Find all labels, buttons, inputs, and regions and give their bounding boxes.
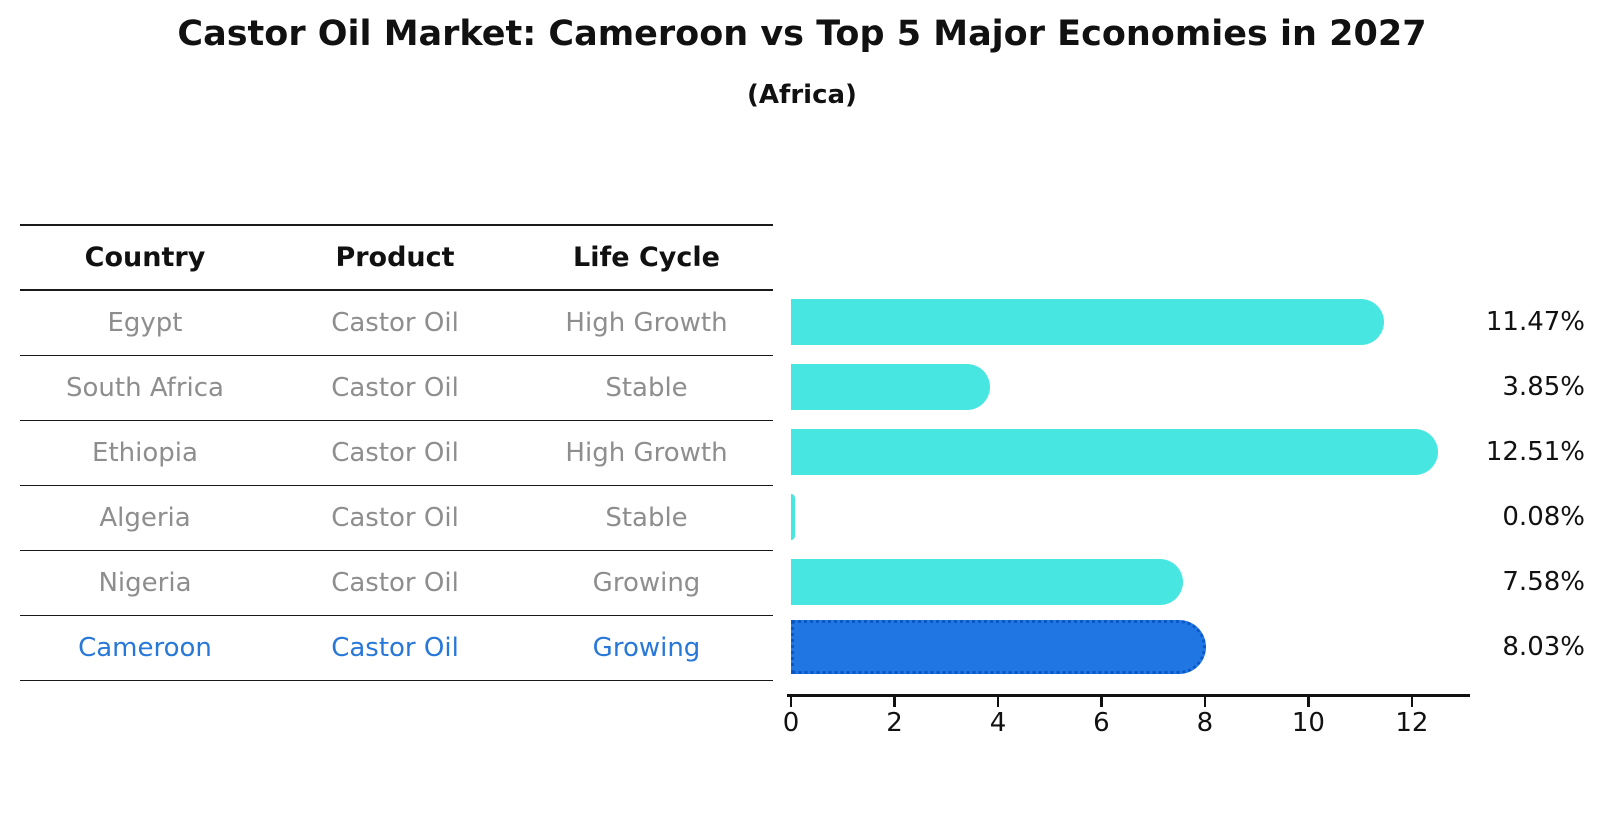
country-cell: Algeria (99, 503, 191, 533)
life-cycle-cell: Stable (605, 503, 688, 533)
x-axis-tick-label: 4 (989, 708, 1007, 738)
chart-subtitle: (Africa) (747, 80, 857, 110)
table-row-cameroon: Cameroon Castor Oil Growing (20, 616, 773, 681)
table-row: Algeria Castor Oil Stable (20, 486, 773, 551)
comparison-table: Country Product Life Cycle Egypt Castor … (20, 224, 773, 681)
bar-egypt (791, 299, 1385, 345)
x-axis-tick-label: 12 (1395, 708, 1429, 738)
bar-south-africa (791, 364, 991, 410)
x-axis-tick-label: 2 (886, 708, 903, 738)
x-axis-tick-mark (1410, 696, 1414, 707)
table-row: Nigeria Castor Oil Growing (20, 551, 773, 616)
table-row: Egypt Castor Oil High Growth (20, 291, 773, 356)
x-axis-tick-mark (893, 696, 896, 707)
x-axis-tick-mark (1100, 696, 1103, 707)
product-cell: Castor Oil (331, 308, 459, 338)
country-cell: Egypt (107, 308, 183, 338)
value-label: 8.03% (1502, 632, 1585, 662)
column-header-country: Country (84, 242, 206, 273)
country-cell: Cameroon (78, 633, 212, 663)
value-label: 12.51% (1485, 437, 1585, 467)
country-cell: South Africa (66, 373, 224, 403)
product-cell: Castor Oil (331, 503, 459, 533)
life-cycle-cell: Growing (592, 633, 701, 663)
table-row: South Africa Castor Oil Stable (20, 356, 773, 421)
table-header-row: Country Product Life Cycle (20, 226, 773, 291)
x-axis-tick-mark (1203, 696, 1207, 707)
value-label: 3.85% (1502, 372, 1585, 402)
x-axis-tick-label: 8 (1196, 708, 1214, 738)
x-axis-tick-mark (996, 696, 1000, 707)
x-axis-line (787, 694, 1470, 697)
life-cycle-cell: High Growth (565, 438, 728, 468)
product-cell: Castor Oil (331, 438, 459, 468)
chart-title: Castor Oil Market: Cameroon vs Top 5 Maj… (177, 14, 1427, 54)
column-header-product: Product (335, 242, 455, 273)
column-header-life-cycle: Life Cycle (573, 242, 720, 273)
life-cycle-cell: Stable (605, 373, 688, 403)
x-axis-tick-mark (1307, 696, 1310, 707)
value-label: 0.08% (1502, 502, 1585, 532)
life-cycle-cell: High Growth (565, 308, 728, 338)
x-axis-tick-label: 6 (1093, 708, 1110, 738)
x-axis-tick-label: 0 (782, 708, 800, 738)
bar-algeria (791, 494, 796, 540)
life-cycle-cell: Growing (592, 568, 701, 598)
country-cell: Nigeria (98, 568, 192, 598)
product-cell: Castor Oil (331, 633, 459, 663)
bar-cameroon (791, 620, 1207, 674)
product-cell: Castor Oil (331, 568, 459, 598)
bar-ethiopia (791, 429, 1439, 475)
x-axis-tick-mark (789, 696, 793, 707)
bar-nigeria (791, 559, 1184, 605)
product-cell: Castor Oil (331, 373, 459, 403)
country-cell: Ethiopia (92, 438, 198, 468)
value-label: 11.47% (1485, 307, 1585, 337)
table-row: Ethiopia Castor Oil High Growth (20, 421, 773, 486)
x-axis-tick-label: 10 (1291, 708, 1325, 738)
value-label: 7.58% (1502, 567, 1585, 597)
